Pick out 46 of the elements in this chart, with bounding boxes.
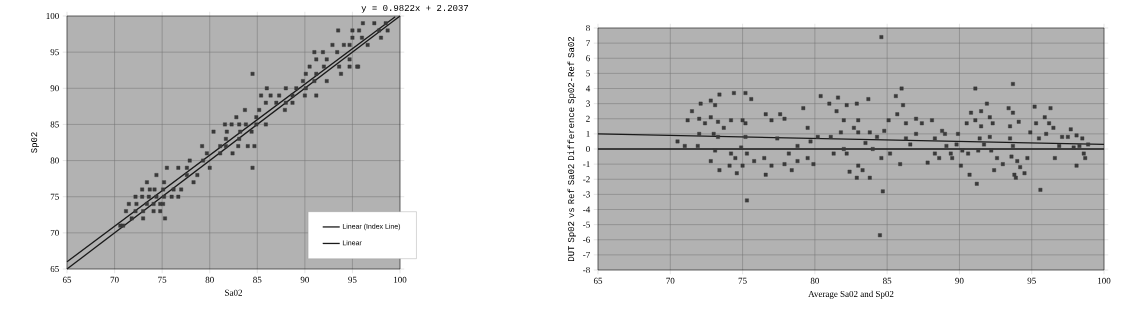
x-tick-label: 75 — [738, 277, 747, 284]
y-tick-label: 70 — [50, 229, 59, 236]
y-tick-label: -2 — [583, 176, 590, 183]
x-tick-label: 65 — [593, 277, 603, 284]
y-tick-label: -7 — [583, 251, 590, 258]
text: y = 0.9822x + 2.2037 — [361, 4, 469, 13]
x-tick-label: 100 — [1098, 277, 1111, 284]
x-tick-label: 100 — [394, 276, 407, 283]
y-tick-label: 6 — [586, 55, 590, 62]
y-tick-label: 95 — [50, 49, 59, 56]
x-tick-label: 95 — [348, 276, 357, 283]
x-tick-label: 85 — [883, 277, 892, 284]
x-tick-label: 90 — [300, 276, 309, 283]
y-tick-label: 8 — [586, 24, 590, 32]
x-tick-label: 95 — [1027, 277, 1036, 284]
y-axis-title: Sp02 — [31, 132, 39, 153]
y-tick-label: -3 — [583, 191, 590, 198]
y-tick-label: 3 — [586, 100, 590, 107]
y-tick-label: 80 — [50, 157, 59, 164]
y-tick-label: 100 — [46, 12, 59, 20]
y-tick-label: 75 — [50, 193, 59, 200]
x-tick-label: 70 — [110, 276, 119, 283]
x-axis-title: Average Sa02 and Sp02 — [808, 290, 894, 299]
x-tick-label: 90 — [955, 277, 964, 284]
y-tick-label: 1 — [586, 130, 590, 137]
x-tick-label: 80 — [205, 276, 214, 283]
y-tick-label: 85 — [50, 121, 59, 128]
y-tick-label: 0 — [586, 145, 590, 153]
y-tick-label: 5 — [586, 70, 590, 77]
x-tick-label: 70 — [666, 277, 675, 284]
y-tick-label: -4 — [583, 206, 591, 213]
y-tick-label: 90 — [50, 85, 59, 92]
y-tick-label: 4 — [585, 85, 591, 92]
y-tick-label: -1 — [583, 161, 590, 168]
y-tick-label: -5 — [583, 221, 590, 228]
x-tick-label: 65 — [62, 276, 72, 283]
x-axis-title: Sa02 — [225, 289, 242, 296]
x-tick-label: 85 — [253, 276, 262, 283]
y-tick-label: 7 — [586, 40, 590, 47]
y-axis-title: DUT Sp02 vs Ref Sa02 Difference Sp02-Ref Sa02 — [567, 36, 576, 261]
y-tick-label: 2 — [586, 115, 590, 122]
x-tick-label: 80 — [810, 277, 820, 284]
y-tick-label: -6 — [583, 236, 590, 243]
y-tick-label: -8 — [583, 266, 590, 274]
x-tick-label: 75 — [158, 276, 167, 283]
y-tick-label: 65 — [50, 265, 59, 273]
